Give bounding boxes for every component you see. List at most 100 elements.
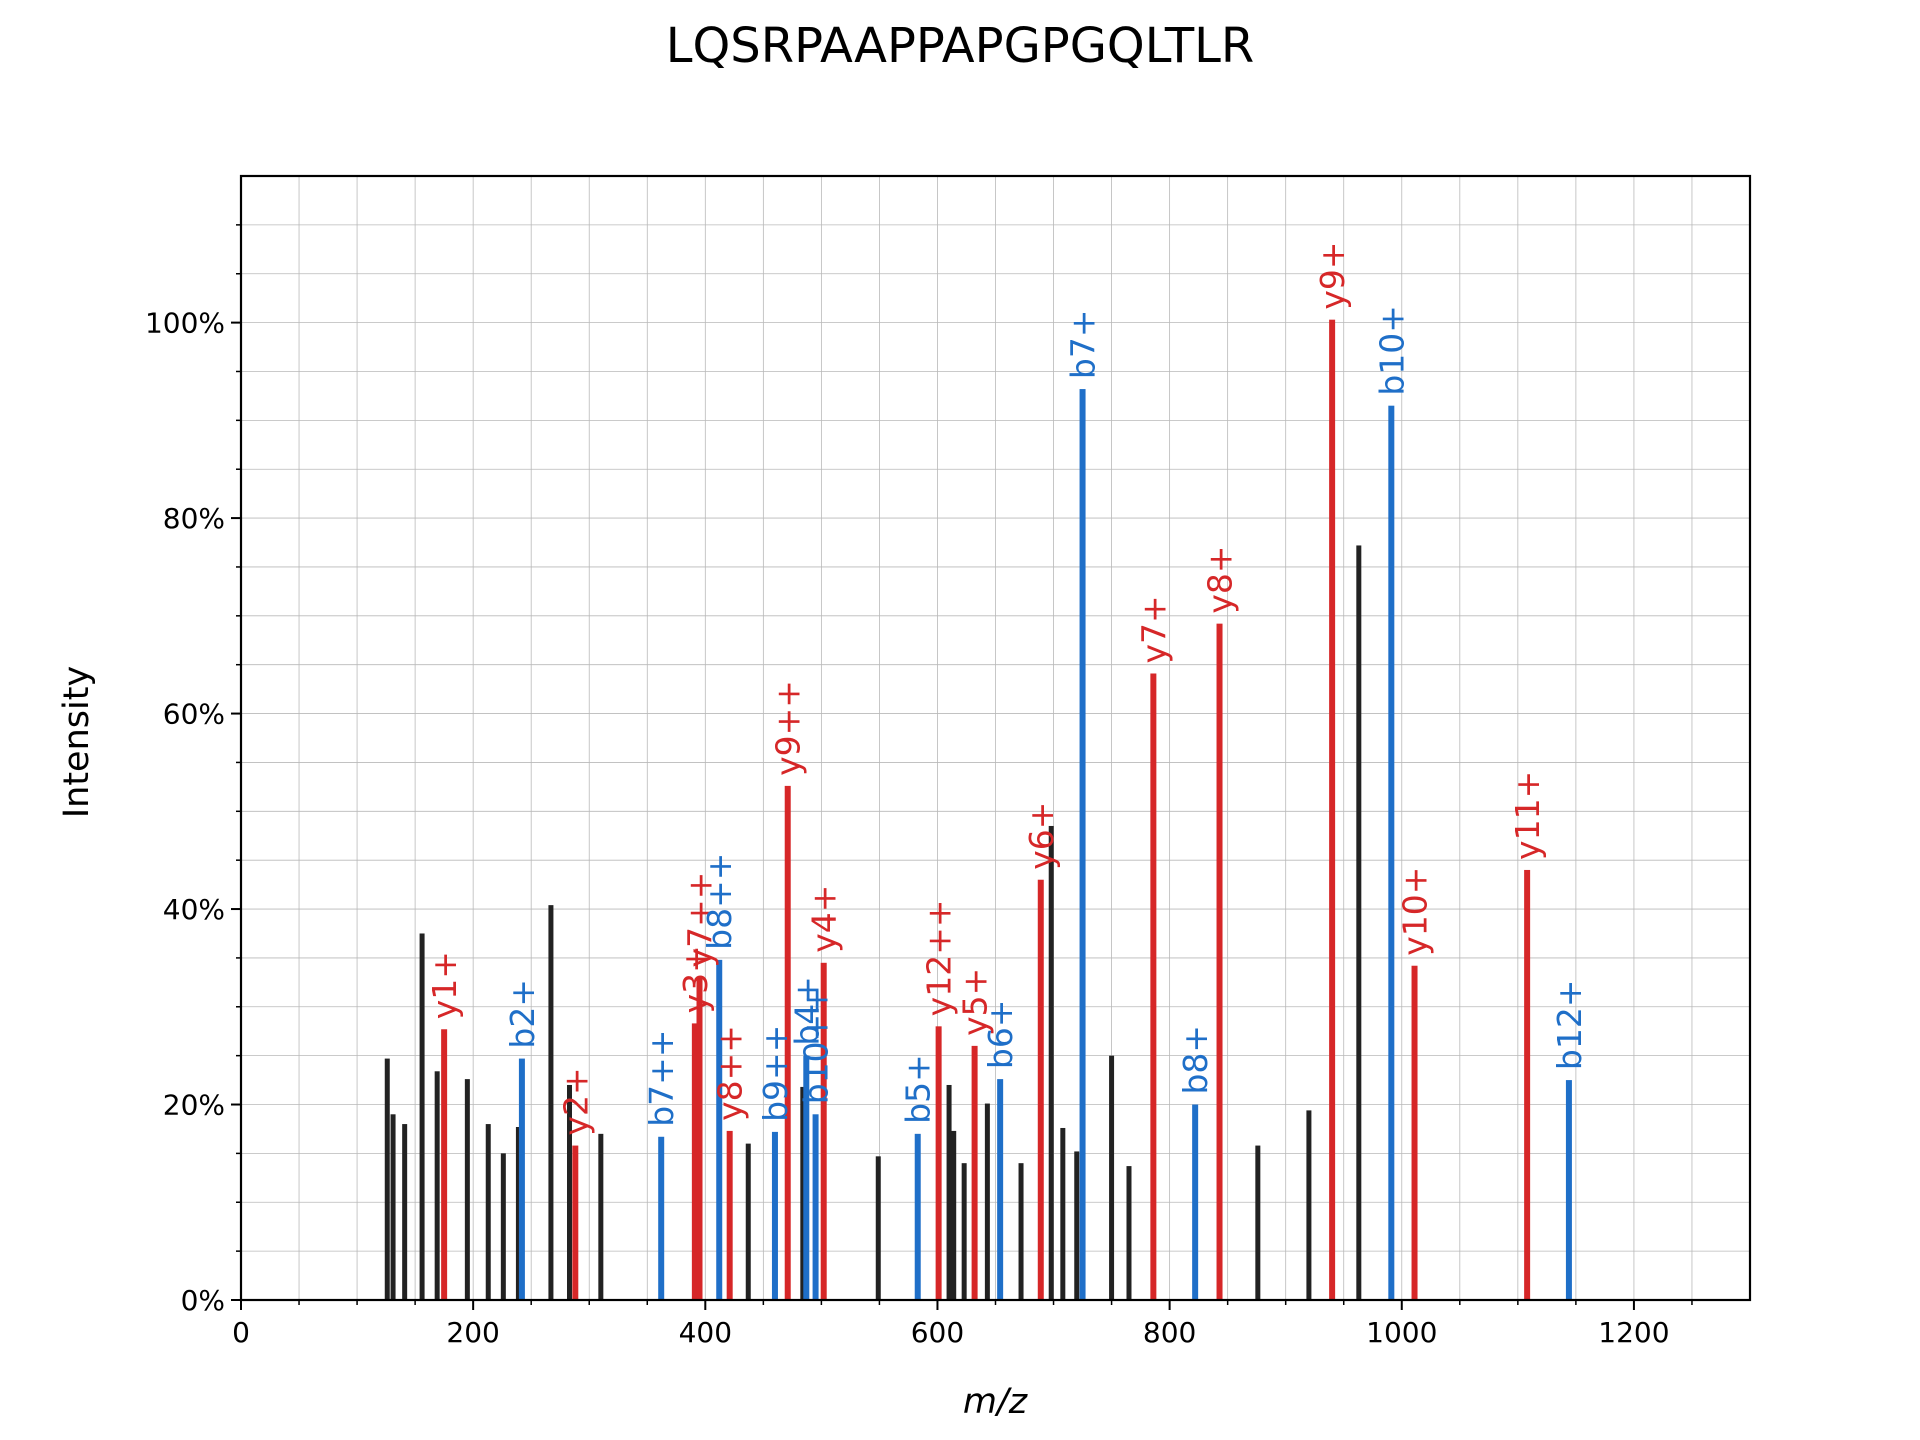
peak-bar-y-ion <box>1411 965 1418 1300</box>
x-tick-label: 400 <box>679 1316 732 1349</box>
peak-label: b12+ <box>1550 979 1589 1070</box>
x-tick-label: 200 <box>446 1316 499 1349</box>
peak-bar-y-ion <box>935 1026 942 1300</box>
y-tick-label: 20% <box>163 1089 225 1122</box>
peak-bar-y-ion <box>1150 673 1157 1300</box>
peak-bar <box>434 1071 440 1300</box>
peak-label: y12++ <box>920 900 959 1017</box>
peak-label: y6+ <box>1022 802 1061 870</box>
peak-bar <box>800 1086 806 1300</box>
peak-bar <box>390 1114 396 1300</box>
peak-label: b10++ <box>797 986 836 1104</box>
x-tick-label: 1200 <box>1598 1316 1669 1349</box>
x-tick-label: 1000 <box>1366 1316 1437 1349</box>
peak-bar-y-ion <box>1524 869 1531 1300</box>
x-tick-label: 600 <box>911 1316 964 1349</box>
peak-bar <box>464 1079 470 1300</box>
peak-bar <box>1048 825 1054 1300</box>
peak-label: b10+ <box>1372 305 1411 396</box>
peak-label: y8+ <box>1201 545 1240 613</box>
peak-label: b4+ <box>787 976 826 1046</box>
y-tick-label: 80% <box>163 502 225 535</box>
peak-label: y9++ <box>769 680 808 776</box>
peak-bar-y-ion <box>784 785 791 1300</box>
peak-label: b7++ <box>642 1030 681 1127</box>
peak-bar-b-ion <box>1388 405 1395 1300</box>
x-tick-label: 800 <box>1143 1316 1196 1349</box>
peak-label: b8++ <box>700 853 739 950</box>
peak-bar <box>402 1124 408 1300</box>
peak-bar-y-ion <box>572 1145 579 1300</box>
peak-label: y9+ <box>1313 241 1352 309</box>
peak-label: y3+ <box>676 945 715 1013</box>
peak-bar <box>1074 1151 1080 1300</box>
y-tick-label: 40% <box>163 893 225 926</box>
peak-bar-b-ion <box>803 1055 810 1300</box>
x-tick-label: 0 <box>232 1316 250 1349</box>
axis-ticks: 0 200 400 600 800 1000 1200 0% 20% 40% 60% 80% 100% <box>145 224 1693 1349</box>
peak-bar-y-ion <box>441 1029 448 1300</box>
peak-bar <box>1126 1166 1132 1300</box>
peak-bar-b-ion <box>518 1058 525 1300</box>
peak-bar <box>875 1156 881 1300</box>
y-tick-label: 0% <box>181 1284 225 1317</box>
peak-bar-y-ion <box>820 962 827 1300</box>
peak-bar-b-ion <box>997 1079 1004 1300</box>
y-axis-label: Intensity <box>57 666 97 818</box>
peak-label: y1+ <box>425 951 464 1019</box>
peak-bar <box>500 1153 506 1300</box>
peak-bar <box>961 1163 967 1300</box>
peak-bar <box>1306 1110 1312 1300</box>
peak-bar <box>515 1127 521 1300</box>
peak-label: y11+ <box>1508 771 1547 860</box>
peak-bar <box>384 1058 390 1300</box>
peak-bar <box>1255 1145 1261 1300</box>
peak-bar-b-ion <box>716 959 723 1300</box>
peak-bar-y-ion <box>1329 319 1336 1300</box>
peak-bar-b-ion <box>1565 1080 1572 1300</box>
peak-label: b6+ <box>981 1000 1020 1070</box>
peak-label: b2+ <box>503 979 542 1049</box>
peak-bar-y-ion <box>971 1045 978 1300</box>
peak-label: y2+ <box>556 1067 595 1135</box>
peak-label: y7+ <box>1134 595 1173 663</box>
peak-label: y7++ <box>681 872 720 968</box>
peak-bar <box>419 933 425 1300</box>
peak-bar <box>1356 545 1362 1300</box>
peak-label: b9++ <box>756 1025 795 1122</box>
peak-bar <box>1018 1163 1024 1300</box>
peak-bar <box>745 1143 751 1300</box>
peak-bar-b-ion <box>914 1133 921 1300</box>
peak-bar <box>485 1124 491 1300</box>
peak-bar <box>1060 1127 1066 1300</box>
y-tick-label: 60% <box>163 698 225 731</box>
peak-label: b7+ <box>1064 309 1103 379</box>
grid-lines <box>241 176 1750 1300</box>
peak-label: b8+ <box>1176 1025 1215 1095</box>
peak-bar-b-ion <box>1192 1104 1199 1300</box>
peak-label: y5+ <box>956 968 995 1036</box>
peak-bar-y-ion <box>1216 623 1223 1300</box>
peak-bar-b-ion <box>812 1114 819 1300</box>
peak-labels: y1+ b2+y2+ b7++y3+y7++b8++y8++ b9++y9++b4+b… <box>425 241 1589 1135</box>
peak-bar <box>984 1103 990 1300</box>
peak-bar <box>951 1130 957 1300</box>
peak-bars <box>384 319 1572 1300</box>
y-tick-label: 100% <box>145 307 225 340</box>
peak-label: y8++ <box>711 1025 750 1121</box>
peak-label: y4+ <box>805 885 844 953</box>
peak-bar-y-ion <box>726 1130 733 1300</box>
chart-title: LQSRPAAPPAPGPGQLTLR <box>665 18 1255 74</box>
peak-bar <box>946 1084 952 1300</box>
peak-bar-y-ion <box>691 1023 698 1300</box>
peak-bar-b-ion <box>1079 389 1086 1300</box>
peak-bar-b-ion <box>658 1136 665 1300</box>
peak-bar <box>566 1084 572 1300</box>
peak-bar <box>598 1133 604 1300</box>
peak-bar <box>548 905 554 1300</box>
peak-label: b5+ <box>899 1054 938 1124</box>
peak-bar-y-ion <box>696 977 703 1300</box>
x-axis-label: m/z <box>963 1382 1028 1422</box>
peak-bar-b-ion <box>771 1131 778 1300</box>
